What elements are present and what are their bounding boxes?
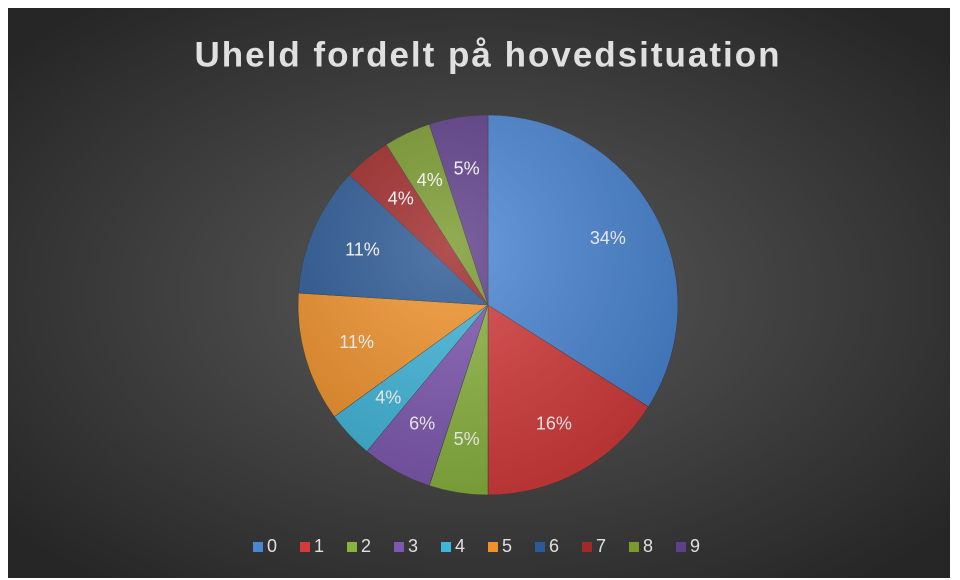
legend-swatch — [535, 542, 545, 552]
data-label: 16% — [536, 414, 572, 434]
legend-swatch — [441, 542, 451, 552]
legend-swatch — [582, 542, 592, 552]
chart-title: Uheld fordelt på hovedsituation — [194, 35, 781, 74]
legend-label: 1 — [314, 536, 324, 556]
pie: 34%16%5%6%4%11%11%4%4%5% — [297, 114, 679, 496]
data-label: 6% — [409, 414, 435, 434]
legend-label: 4 — [455, 536, 465, 556]
legend-swatch — [300, 542, 310, 552]
legend-swatch — [629, 542, 639, 552]
legend: 0 1 2 3 4 5 6 7 8 9 — [253, 536, 700, 556]
data-label: 4% — [375, 387, 401, 407]
data-label: 5% — [454, 159, 480, 179]
data-label: 11% — [345, 239, 380, 259]
data-label: 5% — [454, 429, 480, 449]
legend-label: 2 — [361, 536, 371, 556]
legend-label: 0 — [267, 536, 277, 556]
legend-swatch — [676, 542, 686, 552]
legend-label: 7 — [596, 536, 606, 556]
data-label: 4% — [388, 188, 414, 208]
legend-label: 9 — [690, 536, 700, 556]
data-label: 4% — [417, 170, 443, 190]
legend-label: 6 — [549, 536, 559, 556]
legend-label: 3 — [408, 536, 418, 556]
legend-label: 8 — [643, 536, 653, 556]
legend-swatch — [488, 542, 498, 552]
data-label: 34% — [590, 228, 626, 248]
legend-swatch — [347, 542, 357, 552]
legend-swatch — [253, 542, 263, 552]
data-label: 11% — [339, 332, 374, 352]
legend-swatch — [394, 542, 404, 552]
legend-label: 5 — [502, 536, 512, 556]
